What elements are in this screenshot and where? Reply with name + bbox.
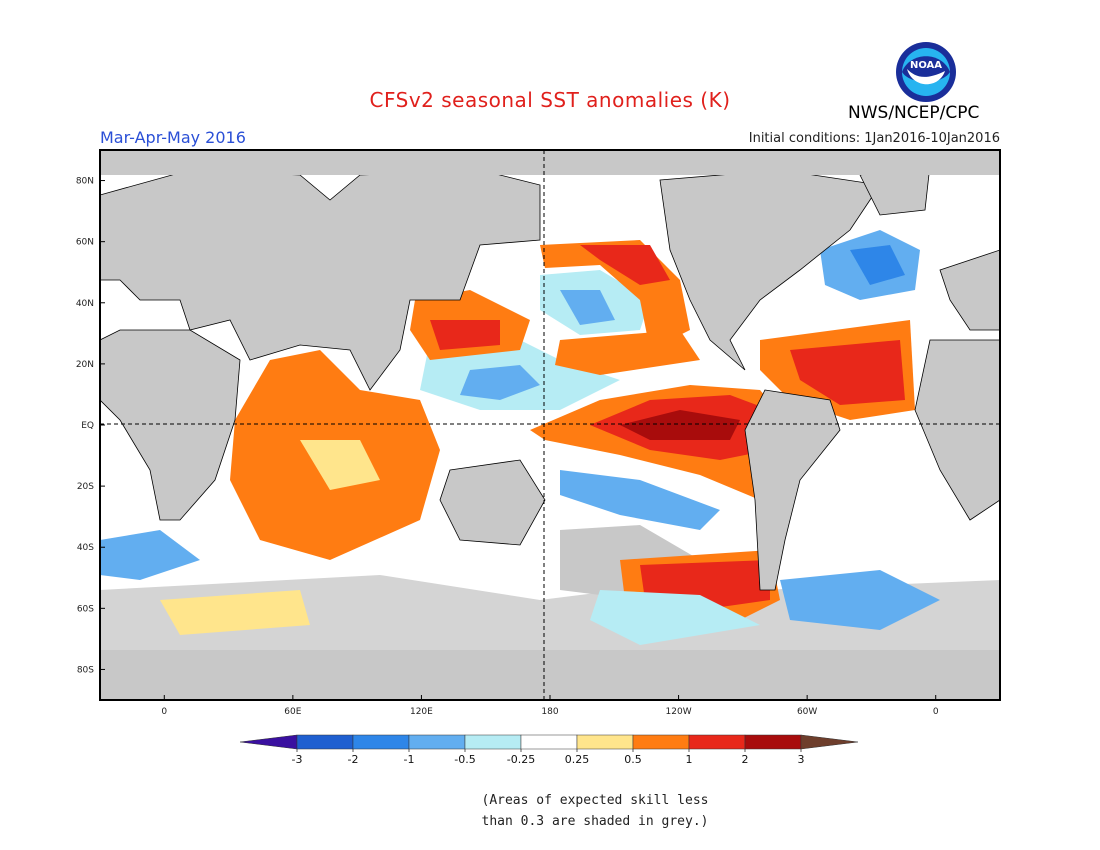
skill-footnote: (Areas of expected skill less than 0.3 a… [470, 790, 720, 832]
logo-text: NOAA [910, 60, 942, 71]
pacific-warm-peak [620, 410, 740, 440]
forecast-period: Mar-Apr-May 2016 [100, 128, 246, 147]
noaa-logo: NOAA [896, 42, 956, 102]
lat-label: 60S [77, 604, 94, 614]
lat-label: 80S [77, 665, 94, 675]
lat-label: 80N [76, 177, 94, 187]
indian-ocean-patch [300, 440, 380, 490]
lon-label: 120E [410, 707, 433, 717]
lat-label: EQ [81, 421, 94, 431]
footnote-line-2: than 0.3 are shaded in grey.) [481, 814, 709, 829]
colorbar-label: -2 [348, 753, 359, 766]
colorbar-low-arrow [239, 734, 298, 750]
north-atlantic-cool-core [850, 245, 905, 285]
colorbar-label: 0.25 [565, 753, 590, 766]
southern-ocean-cool-1 [590, 590, 760, 645]
colorbar-label: 3 [798, 753, 805, 766]
colorbar-label: -0.25 [507, 753, 535, 766]
footnote-line-1: (Areas of expected skill less [481, 793, 709, 808]
lat-label: 20S [77, 482, 94, 492]
australia-land [439, 459, 546, 546]
north-pacific-cool-core [560, 290, 615, 325]
southern-ocean-cool-3 [100, 530, 200, 580]
longitude-axis: 0 60E 120E 180 120W 60W 0 [161, 695, 939, 717]
europe-east-edge [939, 249, 1000, 331]
kuroshio-warm-core [430, 320, 500, 350]
colorbar-swatch [688, 734, 746, 750]
lon-label: 120W [666, 707, 692, 717]
lat-label: 20N [76, 360, 94, 370]
colorbar-label: -0.5 [454, 753, 475, 766]
colorbar-swatch [576, 734, 634, 750]
latitude-axis: 80N 60N 40N 20N EQ 20S 40S 60S 80S [76, 177, 105, 675]
colorbar: -3 -2 -1 -0.5 -0.25 0.25 0.5 1 2 3 [239, 734, 859, 766]
south-pacific-cool [560, 470, 720, 530]
colorbar-label: -1 [404, 753, 415, 766]
eurasia-land [100, 169, 541, 391]
colorbar-swatch [296, 734, 354, 750]
lon-label: 0 [933, 707, 939, 717]
arctic-grey [100, 150, 1000, 175]
gulf-of-alaska-warm [580, 245, 670, 285]
africa-east-edge [914, 339, 1000, 521]
lon-label: 180 [541, 707, 558, 717]
chart-title: CFSv2 seasonal SST anomalies (K) [369, 88, 731, 112]
antarctica-land [100, 650, 1000, 700]
colorbar-swatch [744, 734, 802, 750]
colorbar-swatch [520, 734, 578, 750]
colorbar-swatch [352, 734, 410, 750]
anomaly-fields [100, 150, 1000, 700]
colorbar-label: -3 [292, 753, 303, 766]
colorbar-swatch [408, 734, 466, 750]
colorbar-swatch [464, 734, 522, 750]
west-pacific-cool-core [460, 365, 540, 400]
africa-land [100, 329, 241, 521]
lat-label: 40S [77, 543, 94, 553]
initial-conditions: Initial conditions: 1Jan2016-10Jan2016 [748, 131, 1000, 146]
lat-label: 60N [76, 238, 94, 248]
lon-label: 60E [284, 707, 301, 717]
southern-ocean-cool-2 [780, 570, 940, 630]
agency-label: NWS/NCEP/CPC [848, 103, 980, 123]
colorbar-label: 2 [742, 753, 749, 766]
subtropical-pacific-warm [555, 330, 700, 375]
lat-label: 40N [76, 299, 94, 309]
south-america-land [744, 389, 841, 591]
colorbar-swatch [632, 734, 690, 750]
lon-label: 60W [797, 707, 817, 717]
southern-ocean-warm-patch [160, 590, 310, 635]
logo-gull [907, 69, 945, 85]
colorbar-high-arrow [800, 734, 859, 750]
map-body [100, 150, 1000, 700]
colorbar-label: 1 [686, 753, 693, 766]
lon-label: 0 [161, 707, 167, 717]
atlantic-warm-core [790, 340, 905, 405]
colorbar-label: 0.5 [624, 753, 642, 766]
